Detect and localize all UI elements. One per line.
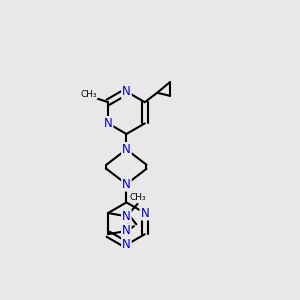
Text: N: N bbox=[104, 117, 112, 130]
Text: N: N bbox=[122, 224, 131, 237]
Text: N: N bbox=[140, 206, 149, 220]
Text: N: N bbox=[122, 143, 131, 156]
Text: N: N bbox=[122, 178, 131, 191]
Text: N: N bbox=[122, 238, 131, 251]
Text: N: N bbox=[122, 210, 131, 223]
Text: N: N bbox=[122, 85, 131, 98]
Text: CH₃: CH₃ bbox=[130, 193, 146, 202]
Text: CH₃: CH₃ bbox=[80, 90, 97, 99]
